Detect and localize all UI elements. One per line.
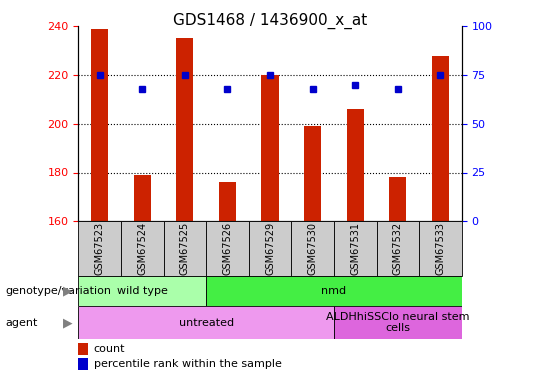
Bar [78,344,88,355]
Text: agent: agent [5,318,38,327]
Bar [164,221,206,276]
Text: GSM67533: GSM67533 [435,222,445,275]
Text: wild type: wild type [117,286,167,296]
Text: GSM67523: GSM67523 [94,222,105,275]
Bar [206,221,249,276]
Bar [78,358,88,370]
Text: nmd: nmd [321,286,347,296]
Text: percentile rank within the sample: percentile rank within the sample [93,359,281,369]
Bar [78,276,206,306]
Text: GSM67524: GSM67524 [137,222,147,275]
Bar [134,175,151,221]
Bar [347,109,364,221]
Text: GSM67532: GSM67532 [393,222,403,275]
Text: ▶: ▶ [63,284,73,297]
Text: untreated: untreated [179,318,234,327]
Bar [206,276,462,306]
Text: GDS1468 / 1436900_x_at: GDS1468 / 1436900_x_at [173,13,367,29]
Bar [432,56,449,221]
Bar [78,306,334,339]
Text: GSM67531: GSM67531 [350,222,360,275]
Text: ▶: ▶ [63,316,73,329]
Text: GSM67526: GSM67526 [222,222,232,275]
Text: count: count [93,344,125,354]
Text: genotype/variation: genotype/variation [5,286,111,296]
Bar [249,221,291,276]
Bar [91,29,108,221]
Text: ALDHhiSSClo neural stem
cells: ALDHhiSSClo neural stem cells [326,312,470,333]
Text: GSM67525: GSM67525 [180,222,190,275]
Bar [291,221,334,276]
Text: GSM67530: GSM67530 [308,222,318,275]
Text: GSM67529: GSM67529 [265,222,275,275]
Bar [78,221,121,276]
Bar [376,221,419,276]
Bar [304,126,321,221]
Bar [121,221,164,276]
Bar [334,306,462,339]
Bar [334,221,376,276]
Bar [219,182,236,221]
Bar [389,177,406,221]
Bar [176,39,193,221]
Bar [261,75,279,221]
Bar [419,221,462,276]
